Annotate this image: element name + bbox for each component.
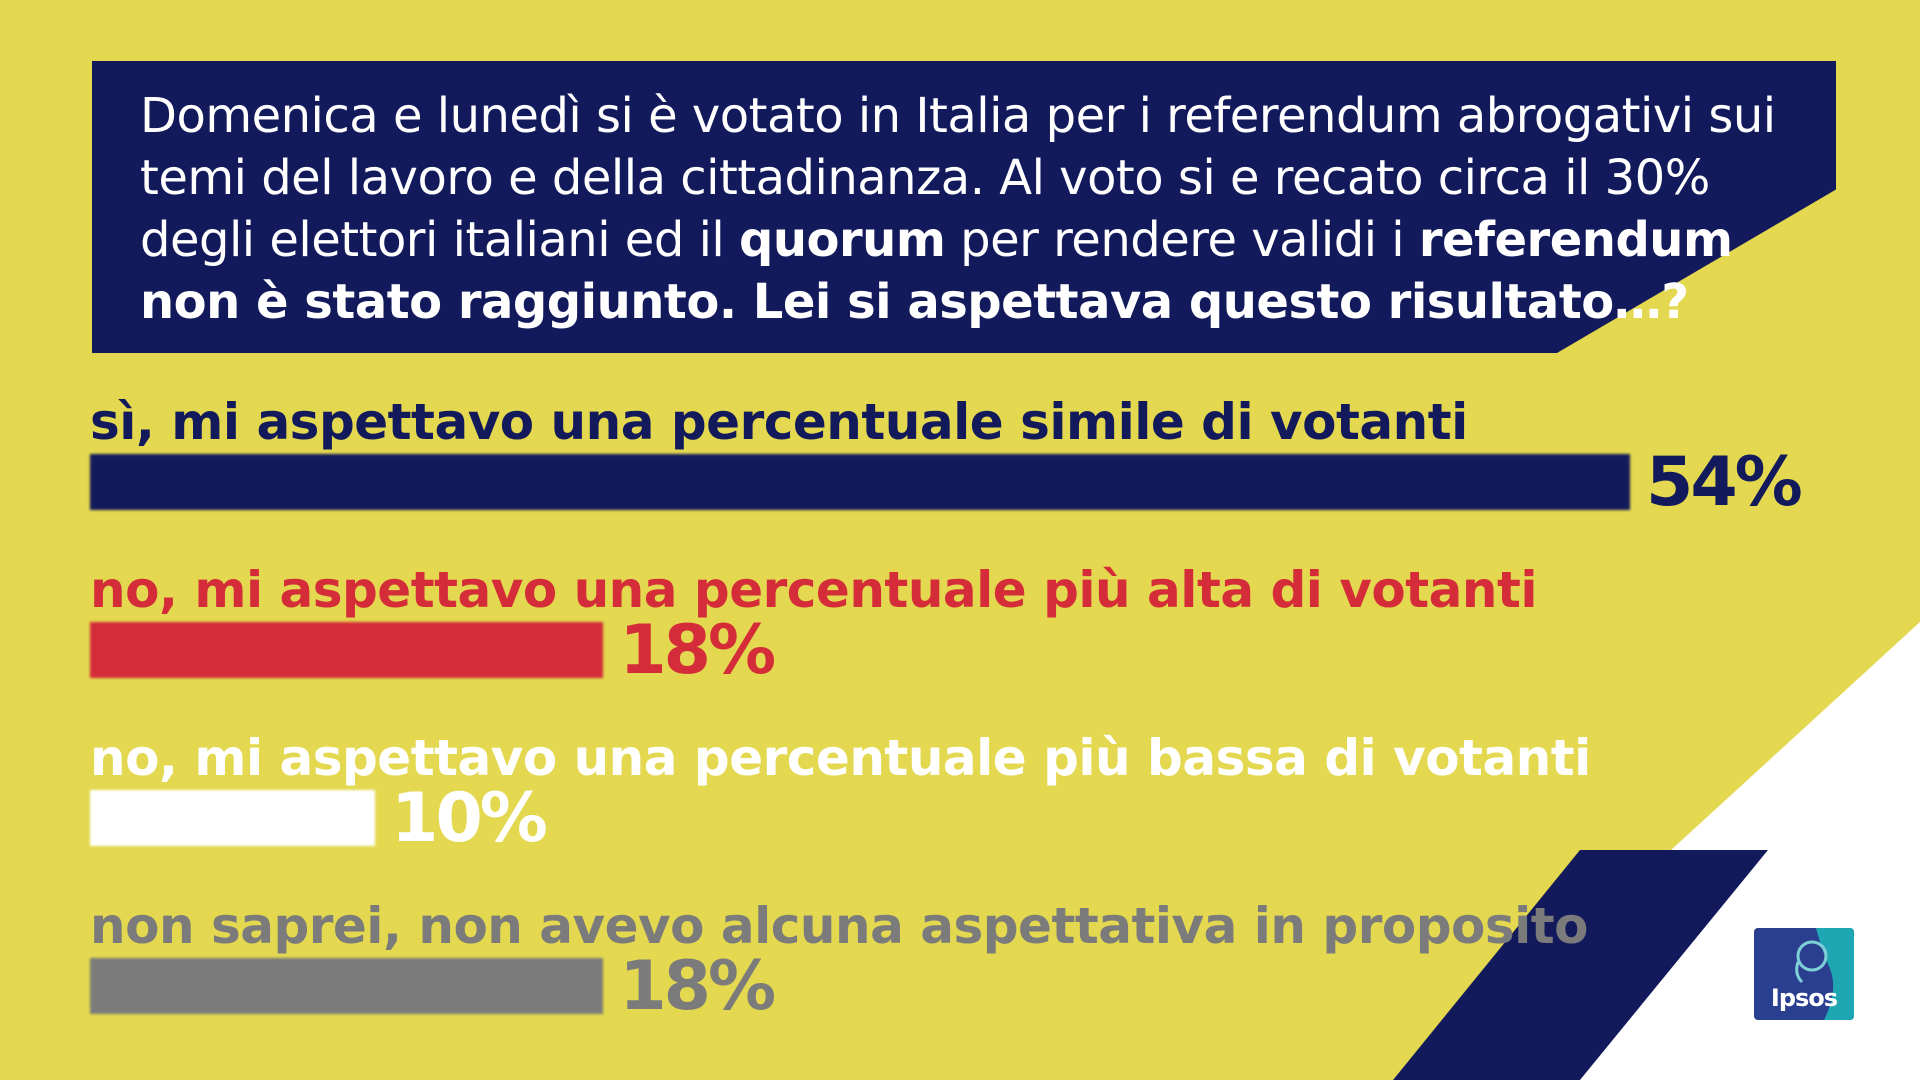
navy-diagonal-band — [1393, 850, 1768, 1080]
bar — [90, 958, 604, 1014]
question-plain-text: per rendere validi i — [945, 212, 1419, 268]
bar — [90, 622, 604, 678]
bar — [90, 790, 376, 846]
chart-item: no, mi aspettavo una percentuale più alt… — [90, 560, 1870, 710]
chart-item: non saprei, non avevo alcuna aspettativa… — [90, 896, 1870, 1046]
category-label: no, mi aspettavo una percentuale più alt… — [90, 561, 1538, 619]
question-box — [92, 61, 1836, 353]
value-label: 54% — [1646, 443, 1803, 522]
question-bold-text: quorum — [739, 212, 946, 268]
question-bold-text: referendum non è stato raggiunto. Lei si… — [140, 212, 1733, 330]
question-text: Domenica e lunedì si è votato in Italia … — [140, 85, 1790, 333]
ipsos-logo-mark — [1795, 928, 1854, 1020]
category-label: sì, mi aspettavo una percentuale simile … — [90, 393, 1468, 451]
chart-item: sì, mi aspettavo una percentuale simile … — [90, 392, 1870, 542]
category-label: non saprei, non avevo alcuna aspettativa… — [90, 897, 1589, 955]
value-label: 10% — [391, 779, 548, 858]
bar — [90, 454, 1630, 510]
logo-text: Ipsos — [1770, 984, 1838, 1012]
ipsos-logo: Ipsos — [1754, 928, 1854, 1020]
chart-item: no, mi aspettavo una percentuale più bas… — [90, 728, 1870, 878]
category-label: no, mi aspettavo una percentuale più bas… — [90, 729, 1591, 787]
value-label: 18% — [619, 611, 776, 690]
question-plain-text: Domenica e lunedì si è votato in Italia … — [140, 88, 1776, 268]
value-label: 18% — [619, 947, 776, 1026]
